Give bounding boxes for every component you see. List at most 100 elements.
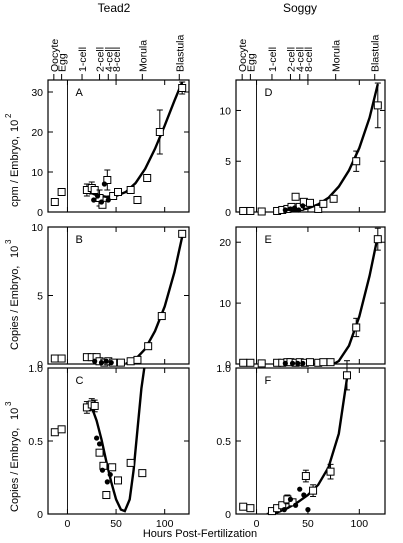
y-axis-exponent-row-3: 10: [9, 408, 21, 420]
filled-circle-marker: [301, 492, 307, 498]
y-tick-label: 10: [219, 105, 231, 117]
filled-circle-marker: [98, 199, 105, 205]
open-square-marker: [239, 206, 248, 215]
open-square-marker: [57, 354, 66, 363]
y-axis-power-row-1: 2: [4, 113, 13, 118]
stage-label: 4-cell: [295, 47, 307, 72]
open-square-marker: [246, 504, 255, 513]
stage-label: 1-cell: [77, 47, 89, 72]
open-square-marker: [319, 358, 328, 367]
stage-label: 1-cell: [267, 47, 279, 72]
stage-label: Blastula: [174, 34, 186, 72]
open-square-marker: [342, 371, 351, 380]
y-tick-label: 5: [225, 156, 231, 168]
y-axis-exponent-row-1: 10: [9, 120, 21, 132]
y-tick-label: 0.5: [216, 436, 231, 448]
x-tick-label: 100: [351, 518, 369, 530]
panel-letter: D: [265, 87, 273, 99]
open-square-marker: [133, 355, 142, 364]
panel-b: B 0 5 10: [31, 222, 190, 371]
panel-c: C 0 0.5 1.0 0 50 100: [28, 363, 190, 530]
open-square-marker: [143, 174, 152, 182]
open-square-marker: [301, 472, 310, 481]
open-square-marker: [257, 359, 266, 368]
filled-circle-marker: [281, 507, 287, 513]
open-square-marker: [373, 235, 382, 244]
fit-curve: [86, 81, 184, 199]
column-title-tead2: Tead2: [98, 1, 131, 15]
filled-circle-marker: [105, 197, 111, 203]
y-axis-power-row-3: 3: [4, 401, 13, 406]
panel-f: F00.51.00 50 100: [216, 360, 386, 530]
filled-circle-marker: [287, 206, 294, 212]
open-square-marker: [239, 502, 248, 511]
x-tick-label: 100: [156, 518, 174, 530]
fit-curve: [333, 235, 379, 364]
open-square-marker: [114, 188, 123, 196]
panel-letter: A: [75, 87, 83, 99]
open-square-marker: [373, 101, 382, 110]
open-square-marker: [178, 229, 187, 238]
open-square-marker: [314, 204, 323, 213]
fit-curve: [266, 378, 349, 514]
y-axis-title-row-1: cpm / Embryo,: [9, 136, 21, 207]
y-axis-exponent-row-2: 10: [9, 246, 21, 258]
filled-circle-marker: [291, 205, 298, 211]
stage-label: Egg: [57, 53, 69, 72]
stage-label: 2-cell: [95, 47, 107, 72]
stage-label: 4-cell: [103, 47, 115, 72]
panel-letter: F: [265, 375, 272, 387]
y-tick-label: 0.5: [28, 436, 43, 448]
y-tick-label: 10: [31, 167, 43, 179]
open-square-marker: [309, 486, 318, 495]
filled-circle-marker: [282, 207, 288, 213]
y-axis-power-row-2: 3: [4, 239, 13, 244]
y-tick-label: 20: [31, 127, 43, 139]
open-square-marker: [178, 84, 187, 92]
filled-circle-marker: [293, 502, 299, 508]
stage-label: Oocyte: [49, 39, 61, 72]
stage-label: Morula: [331, 40, 343, 72]
filled-circle-marker: [305, 507, 311, 513]
plot-frame: [235, 79, 386, 213]
y-tick-label: 10: [31, 222, 43, 234]
filled-circle-marker: [287, 496, 294, 502]
open-square-marker: [239, 358, 248, 367]
y-tick-label: 0: [37, 207, 43, 219]
stage-label: Egg: [245, 53, 257, 72]
y-axis-title-row-3: Copies / Embryo,: [9, 428, 21, 512]
filled-circle-marker: [96, 441, 103, 447]
open-square-marker: [291, 192, 300, 201]
open-square-marker: [246, 206, 255, 215]
open-square-marker: [246, 358, 255, 367]
open-square-marker: [57, 425, 66, 434]
open-square-marker: [116, 358, 125, 367]
filled-circle-marker: [300, 360, 306, 366]
y-tick-label: 0: [225, 359, 231, 371]
stage-label: 8-cell: [111, 47, 123, 72]
open-square-marker: [126, 186, 135, 194]
filled-circle-marker: [98, 360, 105, 366]
filled-circle-marker: [103, 358, 109, 364]
y-tick-label: 0: [225, 207, 231, 219]
x-tick-label: 50: [110, 518, 122, 530]
panel-letter: E: [265, 234, 272, 246]
filled-circle-marker: [94, 435, 100, 441]
open-square-marker: [352, 157, 361, 166]
open-square-marker: [305, 198, 314, 207]
open-square-marker: [95, 448, 104, 457]
open-square-marker: [144, 342, 153, 351]
plot-frame: [47, 367, 190, 515]
x-axis-title: Hours Post-Fertilization: [143, 528, 257, 540]
filled-circle-marker: [104, 479, 110, 485]
open-square-marker: [126, 458, 135, 467]
open-square-marker: [155, 128, 164, 136]
stage-label: Morula: [137, 40, 149, 72]
stage-label: Blastula: [370, 34, 382, 72]
open-square-marker: [114, 476, 123, 485]
stage-label: Oocyte: [237, 39, 249, 72]
y-axis-title-row-2: Copies / Embryo,: [9, 266, 21, 350]
filled-circle-marker: [108, 360, 114, 366]
